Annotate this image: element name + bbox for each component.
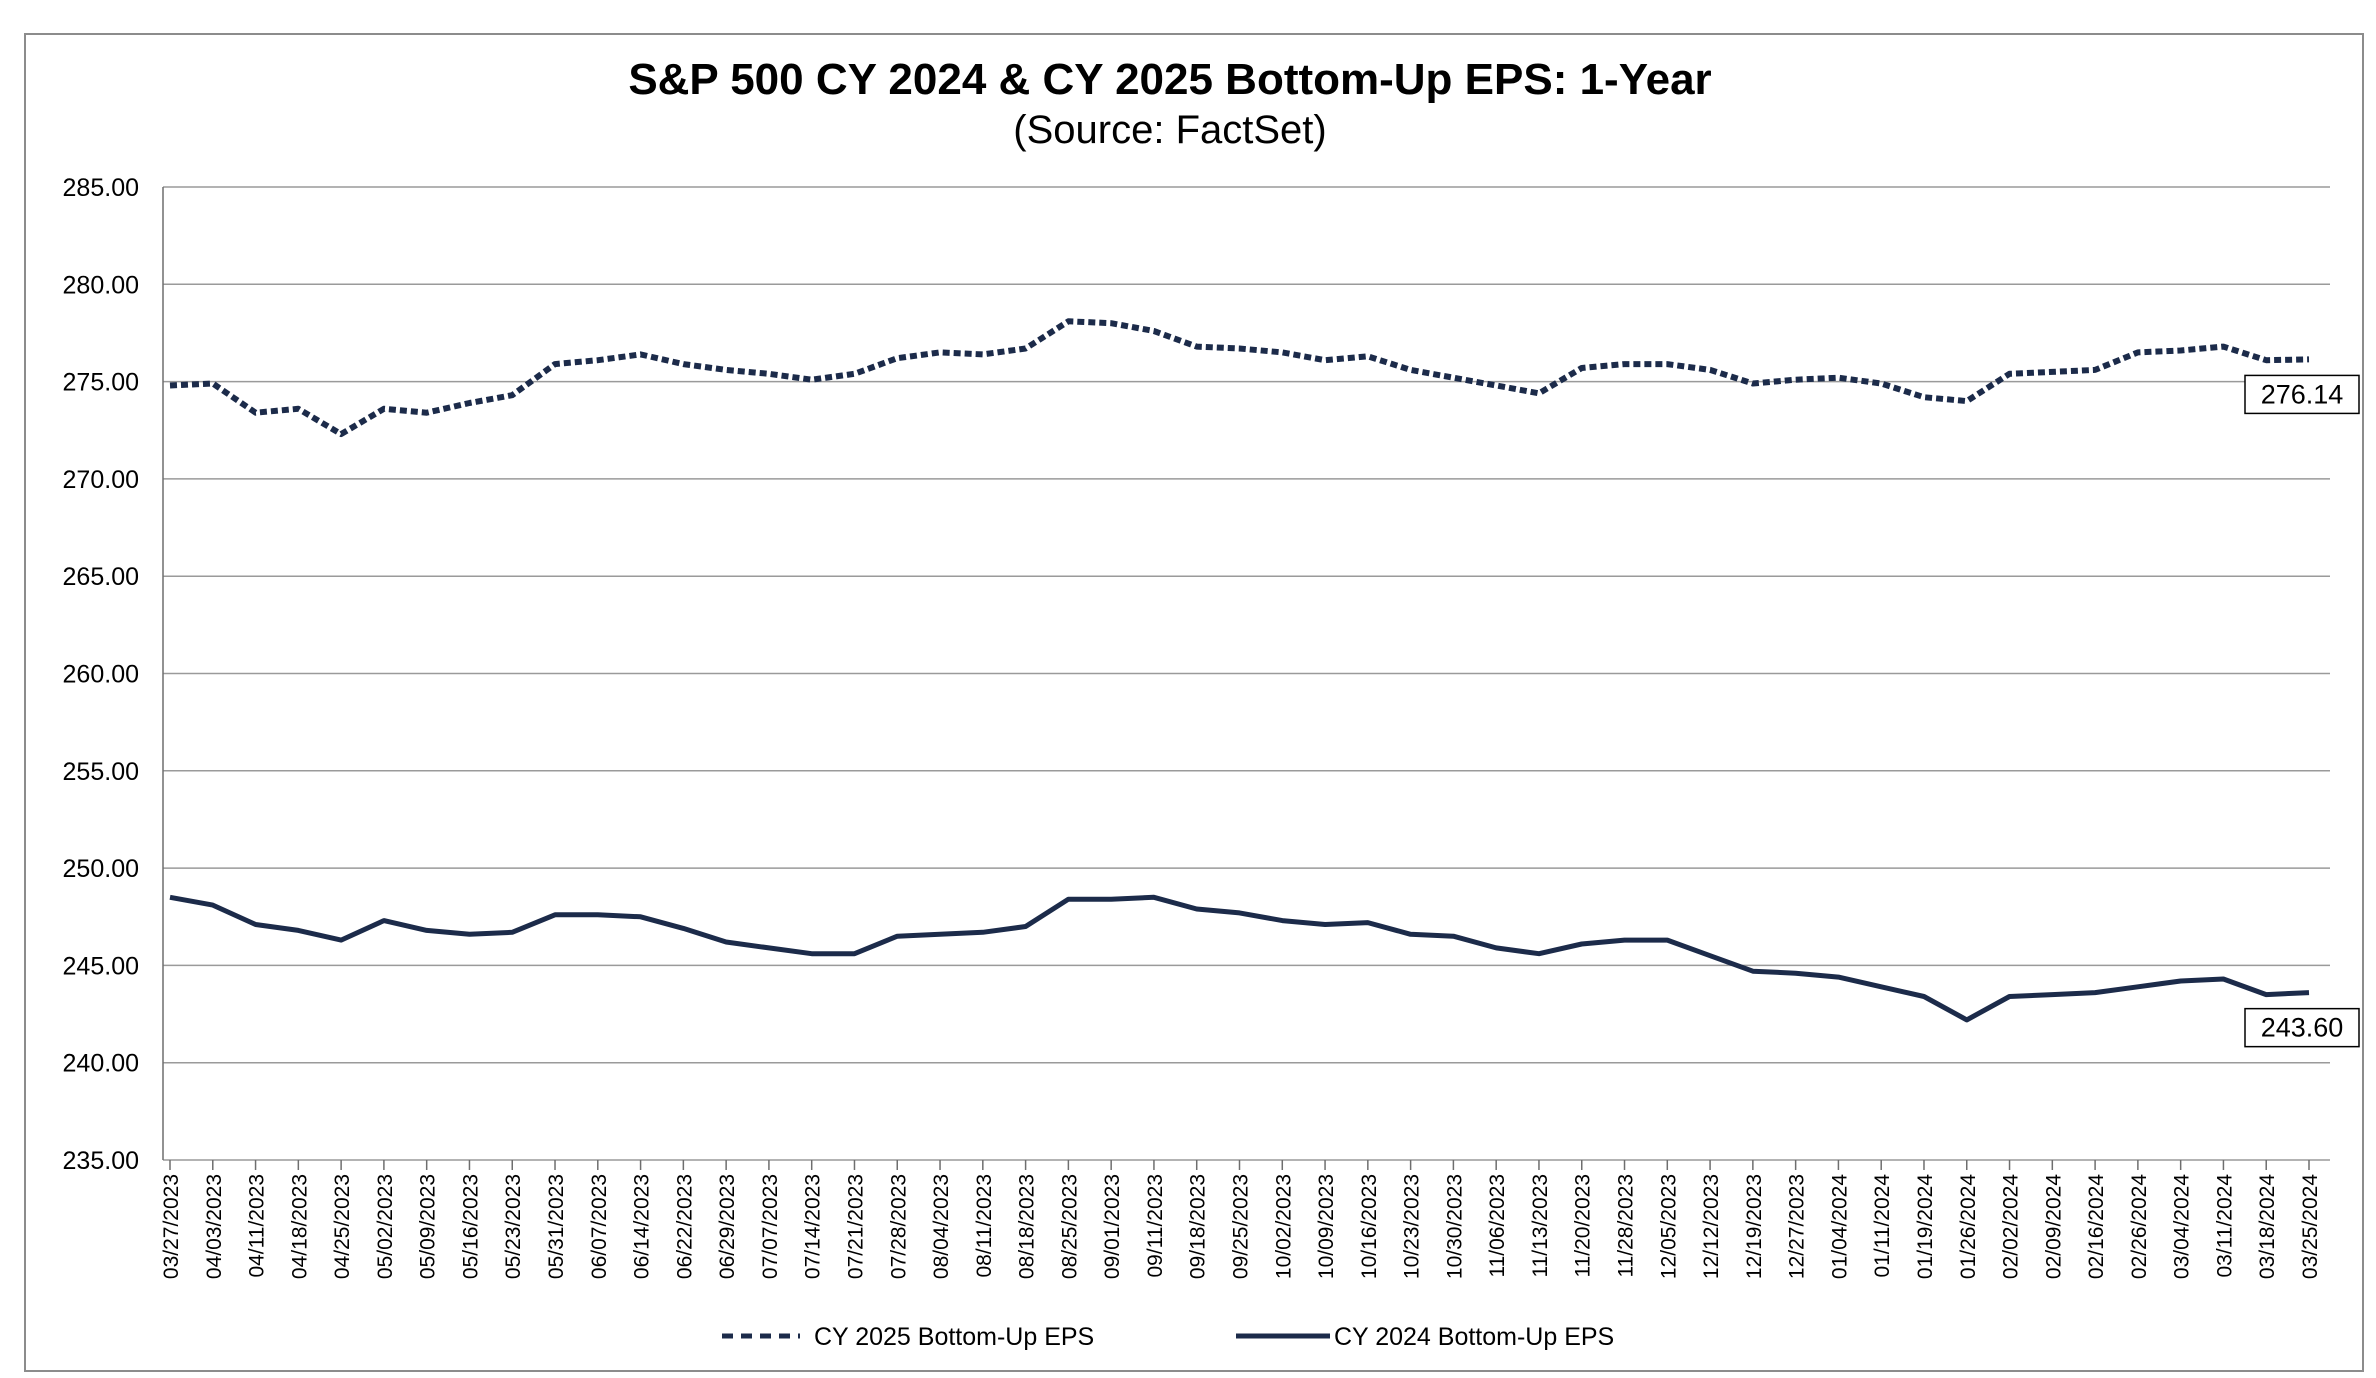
x-tick-label: 03/27/2023: [160, 1174, 183, 1279]
x-tick-label: 07/21/2023: [844, 1174, 867, 1279]
y-tick-label: 250.00: [63, 855, 139, 883]
y-tick-label: 265.00: [63, 563, 139, 591]
legend: CY 2025 Bottom-Up EPS CY 2024 Bottom-Up …: [722, 1323, 1614, 1351]
grid-layer: [162, 186, 2330, 1161]
x-tick-label: 03/04/2024: [2171, 1174, 2194, 1279]
x-tick-label: 10/30/2023: [1443, 1174, 1466, 1279]
x-tick-label: 10/23/2023: [1401, 1174, 1424, 1279]
x-tick-label: 02/09/2024: [2042, 1174, 2065, 1279]
x-tick-label: 04/18/2023: [288, 1174, 311, 1279]
x-tick-label: 04/11/2023: [246, 1174, 269, 1278]
x-tick-label: 12/12/2023: [1700, 1174, 1723, 1279]
x-tick-label: 06/14/2023: [631, 1174, 654, 1279]
x-tick-label: 08/25/2023: [1058, 1174, 1081, 1279]
x-tick-label: 01/11/2024: [1871, 1174, 1894, 1278]
y-tick-label: 255.00: [63, 758, 139, 786]
x-tick-label: 11/06/2023: [1486, 1174, 1509, 1278]
y-tick-label: 260.00: [63, 661, 139, 689]
x-tick-label: 12/27/2023: [1786, 1174, 1809, 1279]
y-tick-label: 285.00: [63, 174, 139, 202]
series-line-cy2025: [169, 318, 2310, 438]
x-tick-label: 05/09/2023: [417, 1174, 440, 1279]
end-label-box: [2244, 374, 2360, 415]
y-tick-label: 270.00: [63, 466, 139, 494]
series-layer: [169, 318, 2310, 1023]
x-tick-label: 06/29/2023: [716, 1174, 739, 1279]
x-tick-label: 03/11/2024: [2213, 1174, 2236, 1278]
x-tick-label: 07/28/2023: [887, 1174, 910, 1279]
x-tick-label: 04/03/2023: [203, 1174, 226, 1279]
y-tick-label: 275.00: [63, 369, 139, 397]
y-tick-label: 240.00: [63, 1050, 139, 1078]
x-tick-label: 01/19/2024: [1914, 1174, 1937, 1279]
legend-label-cy2025: CY 2025 Bottom-Up EPS: [814, 1323, 1094, 1351]
x-tick-label: 06/07/2023: [588, 1174, 611, 1279]
x-tick-label: 08/18/2023: [1016, 1174, 1039, 1279]
x-tick-label: 08/04/2023: [930, 1174, 953, 1279]
x-tick-label: 04/25/2023: [331, 1174, 354, 1279]
x-tick-label: 10/16/2023: [1358, 1174, 1381, 1279]
x-tick-label: 02/16/2024: [2085, 1174, 2108, 1279]
x-tick-label: 09/11/2023: [1144, 1174, 1167, 1278]
x-tick-label: 06/22/2023: [673, 1174, 696, 1279]
x-tick-label: 05/23/2023: [502, 1174, 525, 1279]
end-labels: 276.14 243.60: [2244, 374, 2360, 1048]
x-tick-label: 03/18/2024: [2256, 1174, 2279, 1279]
x-tick-label: 05/02/2023: [374, 1174, 397, 1279]
x-axis-ticks: 03/27/2023 04/03/2023 04/11/2023 04/18/2023…: [160, 1160, 2322, 1279]
series-line-cy2024: [169, 894, 2310, 1023]
x-tick-label: 03/25/2024: [2299, 1174, 2322, 1279]
end-label-box: [2244, 1007, 2360, 1048]
chart-subtitle: (Source: FactSet): [1013, 108, 1326, 152]
x-tick-label: 09/18/2023: [1187, 1174, 1210, 1279]
y-tick-label: 235.00: [63, 1147, 139, 1175]
x-tick-label: 11/20/2023: [1572, 1174, 1595, 1278]
x-tick-label: 09/01/2023: [1101, 1174, 1124, 1279]
y-axis-ticks: 285.00 280.00 275.00 270.00 265.00 260.00 255.…: [63, 174, 139, 1175]
end-value-label: 276.14: [2261, 379, 2344, 409]
x-tick-label: 05/31/2023: [545, 1174, 568, 1279]
y-tick-label: 245.00: [63, 952, 139, 980]
x-tick-label: 10/09/2023: [1315, 1174, 1338, 1279]
x-tick-label: 02/26/2024: [2128, 1174, 2151, 1279]
end-value-label: 243.60: [2261, 1013, 2344, 1043]
x-tick-label: 10/02/2023: [1272, 1174, 1295, 1279]
x-tick-label: 11/13/2023: [1529, 1174, 1552, 1278]
x-tick-label: 09/25/2023: [1230, 1174, 1253, 1279]
y-tick-label: 280.00: [63, 271, 139, 299]
x-tick-label: 01/04/2024: [1828, 1174, 1851, 1279]
x-tick-label: 08/11/2023: [973, 1174, 996, 1278]
chart-frame: [24, 33, 2364, 1372]
x-tick-label: 02/02/2024: [2000, 1174, 2023, 1279]
x-tick-label: 12/19/2023: [1743, 1174, 1766, 1279]
x-tick-label: 07/07/2023: [759, 1174, 782, 1279]
x-tick-label: 07/14/2023: [802, 1174, 825, 1279]
x-tick-label: 01/26/2024: [1957, 1174, 1980, 1279]
x-tick-label: 05/16/2023: [459, 1174, 482, 1279]
chart-title: S&P 500 CY 2024 & CY 2025 Bottom-Up EPS:…: [628, 55, 1711, 104]
x-tick-label: 11/28/2023: [1615, 1174, 1638, 1278]
legend-label-cy2024: CY 2024 Bottom-Up EPS: [1334, 1323, 1614, 1351]
x-tick-label: 12/05/2023: [1657, 1174, 1680, 1279]
